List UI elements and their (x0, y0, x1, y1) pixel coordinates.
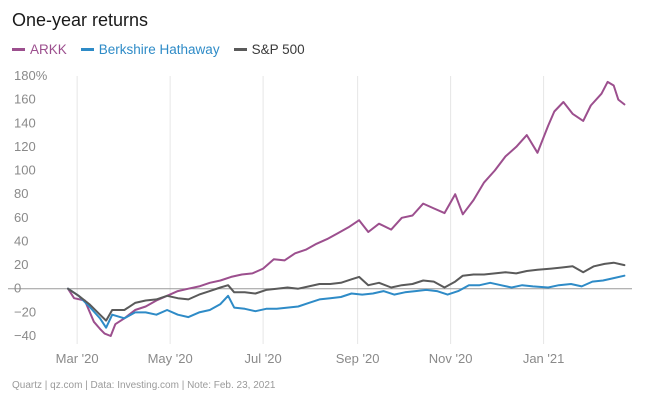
y-tick-label: −20 (14, 304, 36, 319)
y-tick-label: 120 (14, 139, 36, 154)
legend-swatch-arkk (12, 48, 25, 51)
x-tick-label: Jul '20 (245, 351, 282, 366)
legend-item-arkk: ARKK (12, 42, 67, 57)
legend-item-berkshire-hathaway: Berkshire Hathaway (80, 42, 220, 57)
footer-credit: Quartz | qz.com | Data: Investing.com | … (12, 380, 276, 391)
legend-item-sp500: S&P 500 (233, 42, 305, 57)
y-tick-label: 100 (14, 163, 36, 178)
x-tick-label: May '20 (148, 351, 193, 366)
x-tick-label: Mar '20 (56, 351, 99, 366)
x-tick-label: Jan '21 (523, 351, 565, 366)
legend-swatch-berkshire-hathaway (80, 48, 94, 51)
y-tick-label: −40 (14, 328, 36, 343)
y-tick-label: 60 (14, 210, 28, 225)
x-tick-label: Sep '20 (336, 351, 380, 366)
y-tick-label: 40 (14, 233, 28, 248)
legend-label-arkk: ARKK (30, 42, 67, 57)
series-line-sp-500 (67, 261, 626, 322)
y-tick-label: 140 (14, 115, 36, 130)
series-line-arkk (67, 80, 626, 337)
legend-label-berkshire-hathaway: Berkshire Hathaway (98, 42, 220, 57)
legend-label-sp500: S&P 500 (251, 42, 305, 57)
x-tick-label: Nov '20 (429, 351, 473, 366)
y-tick-label: 180% (14, 68, 48, 83)
legend-swatch-sp500 (233, 48, 247, 51)
y-tick-label: 0 (14, 281, 21, 296)
y-tick-label: 160 (14, 92, 36, 107)
y-tick-label: 20 (14, 257, 28, 272)
legend: ARKK Berkshire Hathaway S&P 500 (12, 42, 305, 57)
chart-title: One-year returns (12, 10, 149, 30)
y-tick-label: 80 (14, 186, 28, 201)
series-line-berkshire-hathaway (67, 274, 626, 329)
